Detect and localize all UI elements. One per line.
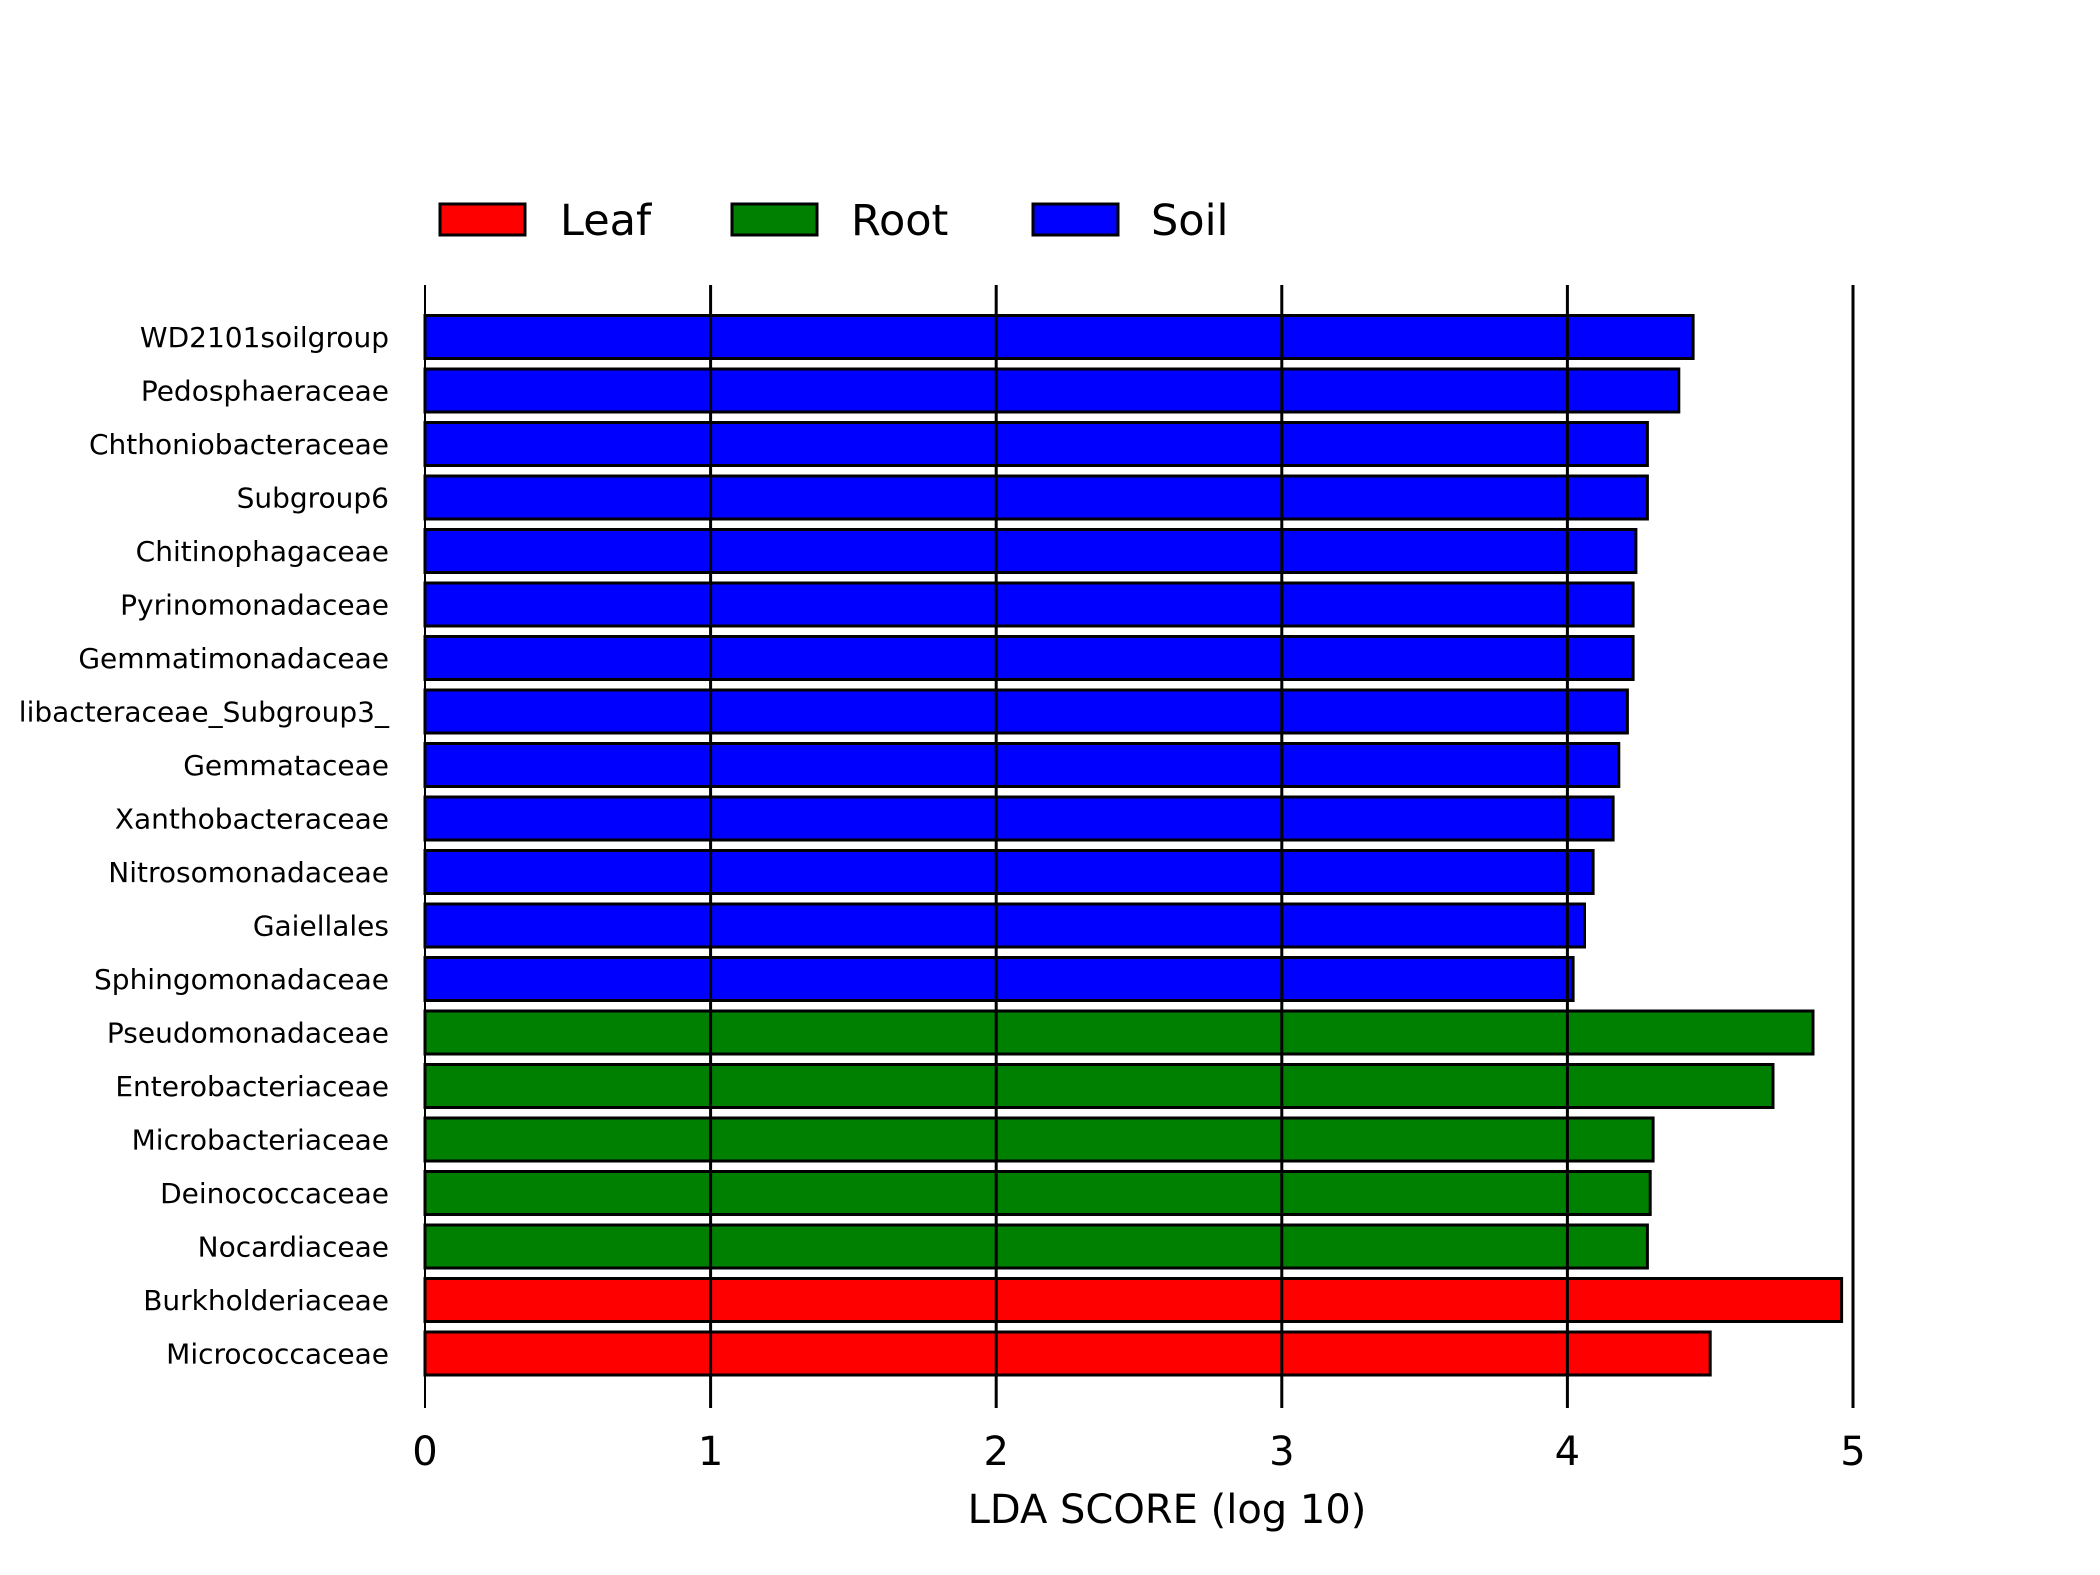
bar-micrococcaceae	[423, 1330, 1712, 1377]
legend-label-leaf: Leaf	[560, 196, 652, 246]
category-label: Enterobacteriaceae	[115, 1070, 389, 1103]
category-label: Pyrinomonadaceae	[120, 589, 389, 622]
x-tick-label: 1	[698, 1429, 723, 1475]
category-label: Gaiellales	[253, 910, 389, 943]
bar-subgroup6	[423, 474, 1649, 521]
bar-gemmatimonadaceae	[423, 635, 1635, 681]
legend-swatch-soil	[1031, 202, 1120, 237]
legend-swatch-root	[730, 202, 819, 237]
category-label: Nocardiaceae	[198, 1231, 389, 1264]
legend-label-soil: Soil	[1151, 196, 1229, 246]
x-tick-label: 0	[412, 1429, 437, 1475]
category-label: Pseudomonadaceae	[107, 1017, 389, 1050]
category-label: libacteraceae_Subgroup3_	[19, 696, 390, 729]
category-label: Subgroup6	[237, 482, 389, 515]
category-label: Xanthobacteraceae	[115, 803, 389, 836]
bar-chitinophagaceae	[423, 528, 1638, 574]
category-label: Chthoniobacteraceae	[89, 428, 389, 461]
bar-deinococcaceae	[423, 1170, 1652, 1216]
x-tick-labels: 0 1 2 3 4 5	[412, 1429, 1865, 1475]
x-tick-label: 5	[1840, 1429, 1865, 1475]
bar-sphingomonadaceae	[423, 956, 1575, 1002]
category-label: Gemmatimonadaceae	[78, 642, 389, 675]
legend-label-root: Root	[851, 196, 948, 246]
bar-pyrinomonadaceae	[423, 581, 1635, 628]
category-labels: WD2101soilgroup Pedosphaeraceae Chthonioba…	[19, 321, 390, 1371]
bar-burkholderiaceae	[423, 1277, 1844, 1323]
legend: Leaf Root Soil	[438, 196, 1229, 246]
bars-group	[423, 314, 1844, 1377]
bar-enterobacteriaceae	[423, 1063, 1775, 1109]
bar-xanthobacteraceae	[423, 795, 1615, 842]
bar-pedosphaeraceae	[423, 367, 1681, 414]
bar-chthoniobacteraceae	[423, 421, 1649, 467]
category-label: Microbacteriaceae	[132, 1124, 389, 1157]
legend-swatch-leaf	[438, 202, 527, 237]
category-label: Burkholderiaceae	[143, 1284, 389, 1317]
category-label: Nitrosomonadaceae	[108, 856, 389, 889]
category-label: Chitinophagaceae	[136, 535, 389, 568]
bar-wd2101soilgroup	[423, 314, 1695, 360]
category-label: WD2101soilgroup	[140, 321, 389, 354]
category-label: Micrococcaceae	[166, 1338, 389, 1371]
x-tick-label: 3	[1269, 1429, 1294, 1475]
category-label: Sphingomonadaceae	[94, 963, 389, 996]
x-axis-title: LDA SCORE (log 10)	[968, 1487, 1367, 1533]
category-label: Deinococcaceae	[160, 1177, 389, 1210]
bar-pseudomonadaceae	[423, 1009, 1815, 1056]
bar-libacteraceae-subgroup3-	[423, 688, 1629, 735]
bar-gemmataceae	[423, 742, 1621, 788]
x-tick-label: 2	[983, 1429, 1008, 1475]
grid-lines	[424, 285, 1855, 1408]
bar-microbacteriaceae	[423, 1116, 1655, 1163]
category-label: Pedosphaeraceae	[141, 375, 389, 408]
category-label: Gemmataceae	[183, 749, 389, 782]
bar-gaiellales	[423, 902, 1586, 949]
bar-nocardiaceae	[423, 1223, 1649, 1270]
x-tick-label: 4	[1555, 1429, 1580, 1475]
bar-nitrosomonadaceae	[423, 849, 1595, 895]
